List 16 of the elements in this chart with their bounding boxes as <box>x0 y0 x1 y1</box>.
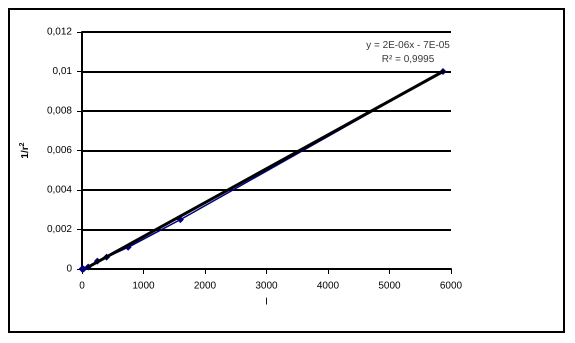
x-axis-title: I <box>265 296 268 308</box>
x-tick-label: 0 <box>79 280 86 292</box>
x-tick-label: 4000 <box>316 280 340 292</box>
x-tick-label: 2000 <box>194 280 217 292</box>
y-tick-label: 0,012 <box>46 26 72 38</box>
y-tick-label: 0,004 <box>46 184 72 196</box>
x-tick-label: 6000 <box>440 280 463 292</box>
y-tick-label: 0,002 <box>46 224 72 235</box>
x-tick-label: 3000 <box>255 280 278 292</box>
x-tick-label: 5000 <box>378 280 402 292</box>
y-tick-label: 0 <box>66 264 72 274</box>
x-tick-label: 1000 <box>132 280 156 292</box>
y-tick-label: 0,01 <box>52 66 72 77</box>
annotation: y = 2E-06x - 7E-05 R² = 0,9995 <box>366 40 450 65</box>
y-tick-label: 0,008 <box>46 106 72 116</box>
y-tick-label: 0,006 <box>46 145 72 156</box>
